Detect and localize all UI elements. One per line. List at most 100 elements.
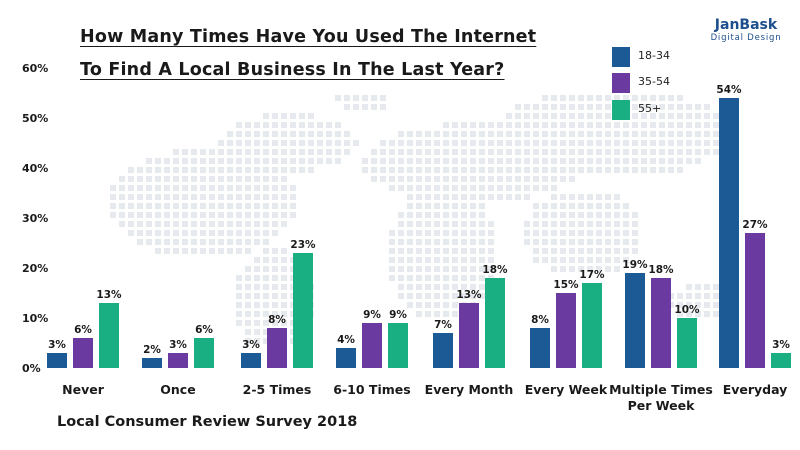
map-dot [533, 122, 539, 128]
map-dot [245, 284, 251, 290]
map-dot [245, 311, 251, 317]
map-dot [398, 257, 404, 263]
map-dot [281, 284, 287, 290]
map-dot [461, 203, 467, 209]
map-dot [479, 194, 485, 200]
map-dot [227, 230, 233, 236]
map-dot [164, 185, 170, 191]
map-dot [263, 248, 269, 254]
map-dot [560, 140, 566, 146]
map-dot [695, 284, 701, 290]
map-dot [614, 257, 620, 263]
map-dot [227, 239, 233, 245]
map-dot [542, 131, 548, 137]
map-dot [209, 149, 215, 155]
map-dot [182, 203, 188, 209]
map-dot [218, 239, 224, 245]
map-dot [398, 266, 404, 272]
map-dot [146, 185, 152, 191]
map-dot [119, 185, 125, 191]
map-dot [380, 176, 386, 182]
map-dot [461, 131, 467, 137]
map-dot [236, 203, 242, 209]
map-dot [479, 230, 485, 236]
map-dot [290, 158, 296, 164]
map-dot [155, 194, 161, 200]
map-dot [254, 221, 260, 227]
map-dot [218, 185, 224, 191]
map-dot [182, 149, 188, 155]
map-dot [479, 203, 485, 209]
x-tick-label: Everyday [723, 382, 788, 397]
map-dot [380, 95, 386, 101]
map-dot [596, 248, 602, 254]
map-dot [605, 140, 611, 146]
map-dot [596, 194, 602, 200]
map-dot [362, 104, 368, 110]
map-dot [164, 167, 170, 173]
map-dot [668, 140, 674, 146]
map-dot [434, 221, 440, 227]
map-dot [254, 203, 260, 209]
map-dot [587, 95, 593, 101]
map-dot [209, 239, 215, 245]
bar [142, 358, 162, 368]
map-dot [659, 113, 665, 119]
map-dot [335, 140, 341, 146]
map-dot [641, 122, 647, 128]
map-dot [164, 212, 170, 218]
map-dot [173, 203, 179, 209]
y-tick-label: 20% [22, 262, 48, 275]
map-dot [245, 203, 251, 209]
map-dot [371, 149, 377, 155]
map-dot [569, 122, 575, 128]
map-dot [533, 113, 539, 119]
map-dot [434, 212, 440, 218]
map-dot [470, 131, 476, 137]
map-dot [614, 239, 620, 245]
map-dot [245, 320, 251, 326]
map-dot [272, 167, 278, 173]
map-dot [443, 221, 449, 227]
map-dot [272, 203, 278, 209]
map-dot [218, 230, 224, 236]
bar [194, 338, 214, 368]
map-dot [632, 230, 638, 236]
map-dot [461, 149, 467, 155]
logo-wordmark: JanBask [714, 17, 778, 33]
map-dot [245, 185, 251, 191]
bar [582, 283, 602, 368]
map-dot [587, 140, 593, 146]
map-dot [326, 122, 332, 128]
map-dot [677, 140, 683, 146]
map-dot [443, 140, 449, 146]
map-dot [344, 140, 350, 146]
bar-value-label: 9% [363, 309, 381, 321]
bar-value-label: 17% [579, 269, 605, 281]
map-dot [263, 212, 269, 218]
map-dot [389, 248, 395, 254]
map-dot [245, 221, 251, 227]
bar [241, 353, 261, 368]
map-dot [155, 185, 161, 191]
map-dot [623, 149, 629, 155]
map-dot [452, 203, 458, 209]
map-dot [650, 167, 656, 173]
map-dot [470, 257, 476, 263]
map-dot [254, 302, 260, 308]
bar [485, 278, 505, 368]
map-dot [668, 113, 674, 119]
map-dot [281, 194, 287, 200]
map-dot [281, 131, 287, 137]
map-dot [254, 149, 260, 155]
map-dot [398, 176, 404, 182]
legend-label-18-34: 18-34 [638, 49, 670, 62]
map-dot [281, 203, 287, 209]
bar-value-label: 3% [48, 339, 66, 351]
map-dot [389, 230, 395, 236]
map-dot [272, 113, 278, 119]
map-dot [281, 185, 287, 191]
map-dot [416, 131, 422, 137]
map-dot [533, 239, 539, 245]
map-dot [623, 167, 629, 173]
